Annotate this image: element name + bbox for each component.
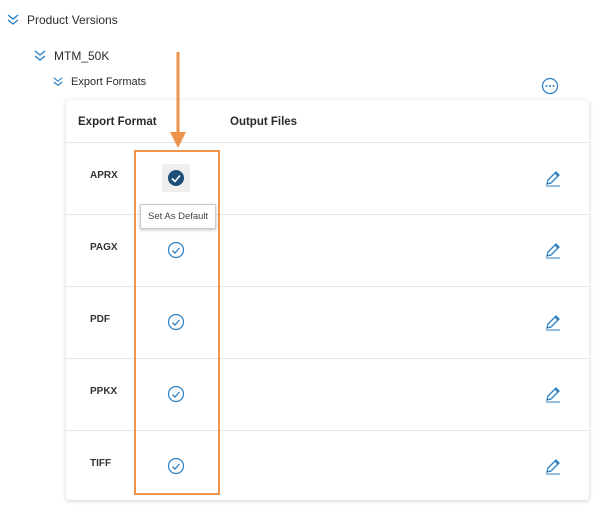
export-format-name: APRX bbox=[90, 170, 118, 181]
export-format-name: PPKX bbox=[90, 386, 118, 397]
set-default-check-icon[interactable] bbox=[167, 313, 185, 331]
set-default-check-icon[interactable] bbox=[167, 385, 185, 403]
tree-label: Export Formats bbox=[71, 76, 147, 88]
table-row: PDF bbox=[66, 286, 589, 359]
edit-pencil-icon[interactable] bbox=[544, 385, 562, 403]
chevron-down-icon bbox=[34, 50, 46, 62]
header-export-format: Export Format bbox=[78, 116, 157, 128]
export-format-name: PDF bbox=[90, 314, 110, 325]
table-row: APRX bbox=[66, 142, 589, 215]
export-formats-table: Export Format Output Files APRX PAGX PDF… bbox=[66, 100, 589, 500]
tree-label: Product Versions bbox=[27, 13, 118, 27]
table-row: PPKX bbox=[66, 358, 589, 431]
tree-node-mtm-50k[interactable]: MTM_50K bbox=[34, 49, 109, 63]
tooltip: Set As Default bbox=[140, 204, 217, 229]
chevron-down-icon bbox=[7, 14, 19, 26]
more-options-icon[interactable] bbox=[541, 77, 559, 95]
edit-pencil-icon[interactable] bbox=[544, 241, 562, 259]
tree-label: MTM_50K bbox=[54, 49, 110, 63]
annotation-arrow-icon bbox=[170, 52, 186, 148]
set-default-check-icon[interactable] bbox=[167, 241, 185, 259]
edit-pencil-icon[interactable] bbox=[544, 169, 562, 187]
tree-node-export-formats[interactable]: Export Formats bbox=[53, 76, 146, 88]
table-row: PAGX bbox=[66, 214, 589, 287]
table-row: TIFF bbox=[66, 430, 589, 503]
chevron-down-icon bbox=[53, 77, 63, 87]
edit-pencil-icon[interactable] bbox=[544, 313, 562, 331]
export-format-name: PAGX bbox=[90, 242, 118, 253]
header-output-files: Output Files bbox=[230, 116, 298, 128]
export-format-name: TIFF bbox=[90, 458, 112, 469]
default-check-icon[interactable] bbox=[167, 169, 185, 187]
set-default-check-icon[interactable] bbox=[167, 457, 185, 475]
tree-node-product-versions[interactable]: Product Versions bbox=[7, 13, 118, 27]
annotation-highlight-box bbox=[134, 150, 220, 495]
edit-pencil-icon[interactable] bbox=[544, 457, 562, 475]
